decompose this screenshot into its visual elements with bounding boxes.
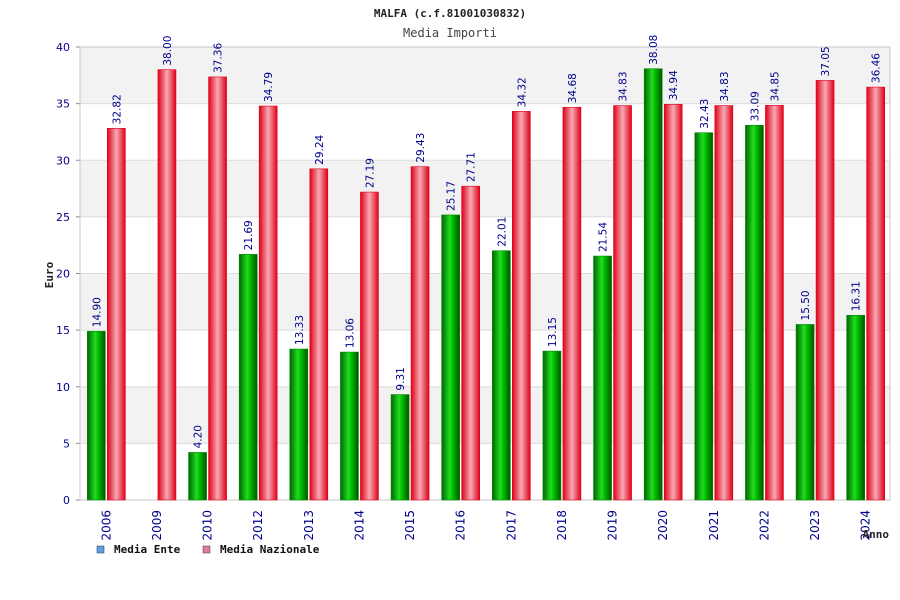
- data-label-media-ente: 25.17: [446, 181, 458, 211]
- legend-label-media-ente: Media Ente: [114, 543, 181, 556]
- data-label-media-nazionale: 29.43: [415, 133, 427, 163]
- x-tick-label: 2017: [504, 510, 518, 541]
- y-tick-label: 40: [56, 41, 70, 54]
- bar-media-nazionale: [309, 168, 329, 501]
- legend-swatch-media-nazionale: [202, 545, 211, 554]
- y-tick-label: 25: [56, 211, 70, 224]
- y-tick-label: 15: [56, 324, 70, 337]
- bar-media-nazionale: [765, 105, 784, 501]
- plot-frame: [79, 46, 891, 501]
- data-label-media-nazionale: 34.79: [263, 72, 275, 102]
- bar-media-ente: [87, 330, 106, 501]
- data-label-media-ente: 9.31: [395, 367, 407, 390]
- bar-media-ente: [542, 350, 562, 501]
- chart-title: MALFA (c.f.81001030832): [374, 7, 526, 20]
- x-tick-label: 2013: [302, 510, 316, 541]
- y-tick-label: 20: [56, 268, 70, 281]
- x-axis-label: Anno: [863, 528, 890, 541]
- bar-media-ente: [745, 124, 764, 501]
- bar-media-nazionale: [360, 191, 379, 501]
- legend-label-media-nazionale: Media Nazionale: [220, 543, 320, 556]
- x-tick-label: 2021: [707, 510, 721, 541]
- plot-area: 0 5 10 15 20 25 30 35 40 14.90 32.82 2006 38.00 2009 4…: [56, 35, 891, 541]
- data-label-media-ente: 4.20: [193, 425, 205, 448]
- bar-media-nazionale: [461, 185, 480, 501]
- bar-media-nazionale: [512, 111, 531, 501]
- bar-media-ente: [340, 351, 359, 501]
- y-tick-label: 35: [56, 98, 70, 111]
- bar-media-nazionale: [157, 69, 177, 501]
- legend-swatch-media-ente: [96, 545, 105, 554]
- y-tick-label: 0: [63, 494, 70, 507]
- bar-media-nazionale: [562, 106, 582, 501]
- x-tick-label: 2010: [201, 510, 215, 541]
- bar-media-ente: [441, 214, 460, 501]
- x-tick-label: 2024: [859, 510, 873, 541]
- data-label-media-nazionale: 34.68: [567, 73, 579, 103]
- x-tick-label: 2016: [454, 510, 468, 541]
- bar-media-nazionale: [714, 105, 734, 501]
- data-label-media-nazionale: 34.85: [769, 71, 781, 101]
- bar-media-nazionale: [613, 105, 632, 501]
- bar-media-nazionale: [258, 105, 278, 501]
- data-label-media-ente: 14.90: [91, 297, 103, 327]
- data-label-media-ente: 13.06: [344, 318, 356, 348]
- data-label-media-nazionale: 32.82: [111, 94, 123, 124]
- data-label-media-ente: 16.31: [851, 281, 863, 311]
- x-tick-label: 2009: [150, 510, 164, 541]
- data-label-media-ente: 33.09: [749, 91, 761, 121]
- x-tick-label: 2023: [808, 510, 822, 541]
- data-label-media-ente: 21.69: [243, 220, 255, 250]
- data-label-media-nazionale: 36.46: [871, 53, 883, 83]
- bar-media-nazionale: [208, 76, 227, 501]
- data-label-media-nazionale: 29.24: [314, 134, 326, 164]
- data-label-media-nazionale: 27.71: [466, 152, 478, 182]
- bar-media-ente: [795, 324, 815, 501]
- data-label-media-ente: 21.54: [598, 222, 610, 252]
- chart-subtitle: Media Importi: [403, 26, 497, 40]
- data-label-media-ente: 32.43: [699, 99, 711, 129]
- x-tick-label: 2022: [757, 510, 771, 541]
- bar-media-ente: [492, 250, 511, 501]
- bar-media-nazionale: [815, 80, 835, 501]
- x-tick-label: 2020: [656, 510, 670, 541]
- bar-media-ente: [593, 255, 612, 501]
- data-label-media-nazionale: 27.19: [364, 158, 376, 188]
- data-label-media-nazionale: 34.32: [516, 77, 528, 107]
- data-label-media-nazionale: 37.36: [213, 43, 225, 73]
- bar-media-nazionale: [107, 128, 126, 501]
- data-label-media-ente: 13.15: [547, 317, 559, 347]
- data-label-media-nazionale: 34.94: [668, 70, 680, 100]
- x-tick-label: 2014: [352, 510, 366, 541]
- x-tick-label: 2012: [251, 510, 265, 541]
- y-tick-label: 30: [56, 154, 70, 167]
- y-tick-label: 10: [56, 381, 70, 394]
- bar-media-ente: [238, 254, 258, 501]
- bar-media-ente: [846, 314, 865, 501]
- bar-media-ente: [390, 394, 410, 501]
- bar-media-ente: [694, 132, 714, 501]
- data-label-media-nazionale: 34.83: [719, 71, 731, 101]
- x-tick-label: 2018: [555, 510, 569, 541]
- bar-media-nazionale: [663, 104, 683, 501]
- data-label-media-nazionale: 38.00: [162, 36, 174, 66]
- y-tick-label: 5: [63, 437, 70, 450]
- data-label-media-ente: 13.33: [294, 315, 306, 345]
- x-tick-label: 2015: [403, 510, 417, 541]
- data-label-media-nazionale: 37.05: [820, 46, 832, 76]
- data-label-media-ente: 15.50: [800, 290, 812, 320]
- y-axis-label: Euro: [43, 261, 56, 288]
- x-tick-label: 2006: [99, 510, 113, 541]
- data-label-media-nazionale: 34.83: [618, 71, 630, 101]
- bar-media-ente: [188, 452, 207, 501]
- data-label-media-ente: 22.01: [496, 217, 508, 247]
- x-tick-label: 2019: [606, 510, 620, 541]
- bar-media-nazionale: [410, 166, 430, 501]
- legend: Media Ente Media Nazionale: [96, 543, 320, 556]
- bar-media-ente: [289, 348, 309, 501]
- bar-media-nazionale: [866, 86, 885, 501]
- bar-media-ente: [643, 68, 663, 501]
- data-label-media-ente: 38.08: [648, 35, 660, 65]
